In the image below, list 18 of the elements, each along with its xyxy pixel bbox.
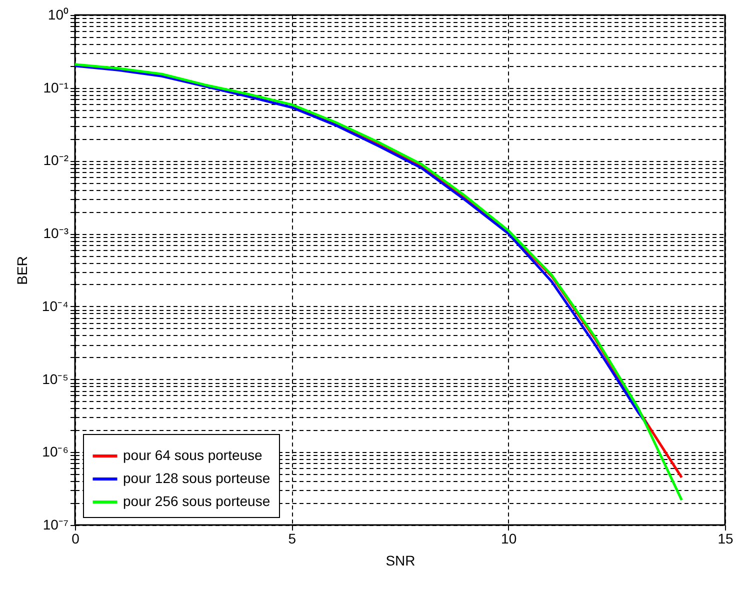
line-series bbox=[74, 64, 648, 426]
y-tick-label: 10⁻⁶ bbox=[42, 444, 68, 460]
y-tick-label: 10⁻³ bbox=[43, 225, 69, 242]
y-axis-title: BER bbox=[14, 256, 30, 285]
legend-label: pour 64 sous porteuse bbox=[123, 447, 263, 463]
y-tick-label: 10⁻¹ bbox=[43, 79, 69, 96]
y-tick-label: 10⁰ bbox=[48, 6, 68, 22]
x-tick-label: 0 bbox=[72, 530, 80, 546]
y-tick-label: 10⁻⁵ bbox=[42, 370, 68, 387]
y-tick-label: 10⁻⁴ bbox=[42, 298, 68, 314]
x-tick-label: 10 bbox=[501, 530, 517, 546]
y-tick-label: 10⁻⁷ bbox=[42, 516, 68, 532]
x-tick-label: 15 bbox=[718, 530, 734, 546]
x-axis-title: SNR bbox=[386, 552, 416, 568]
legend-label: pour 128 sous porteuse bbox=[123, 470, 270, 486]
legend-label: pour 256 sous porteuse bbox=[123, 493, 270, 509]
y-tick-label: 10⁻² bbox=[43, 152, 69, 168]
x-tick-label: 5 bbox=[288, 530, 296, 546]
